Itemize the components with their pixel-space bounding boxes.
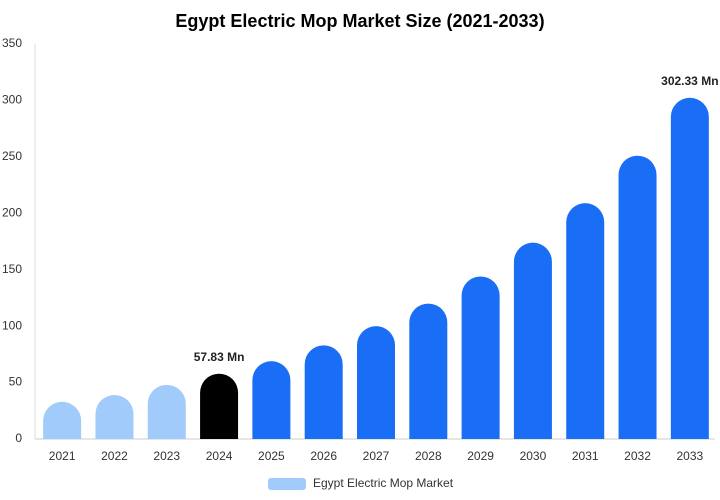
x-tick-label: 2029 [467,449,494,463]
x-tick-label: 2027 [363,449,390,463]
x-tick-label: 2028 [415,449,442,463]
y-tick-label: 250 [2,149,22,163]
bar [461,276,500,439]
value-label: 57.83 Mn [194,350,245,364]
x-tick-label: 2025 [258,449,285,463]
y-tick-label: 350 [2,36,22,50]
chart-title: Egypt Electric Mop Market Size (2021-203… [175,11,544,31]
x-tick-label: 2032 [624,449,651,463]
value-label: 302.33 Mn [661,74,718,88]
bar [409,303,448,439]
bar [200,373,239,439]
bar [357,326,395,439]
x-tick-label: 2023 [153,449,180,463]
x-tick-label: 2022 [101,449,128,463]
y-tick-label: 150 [2,262,22,276]
bar [95,394,134,439]
bar [147,384,186,439]
legend-swatch [268,478,306,490]
bar [304,345,343,439]
y-tick-label: 50 [9,375,23,389]
y-tick-label: 200 [2,205,22,219]
bar [670,97,709,439]
y-tick-label: 300 [2,93,22,107]
bar [252,361,291,439]
bar [566,203,605,439]
x-tick-label: 2024 [206,449,233,463]
x-tick-label: 2026 [310,449,337,463]
bar [618,155,657,440]
y-tick-label: 0 [15,431,22,445]
x-tick-label: 2021 [49,449,76,463]
y-tick-label: 100 [2,318,22,332]
legend-label: Egypt Electric Mop Market [313,476,454,490]
bar [43,401,82,439]
x-tick-label: 2030 [520,449,547,463]
bar [513,242,552,439]
x-tick-label: 2031 [572,449,599,463]
x-tick-label: 2033 [676,449,703,463]
